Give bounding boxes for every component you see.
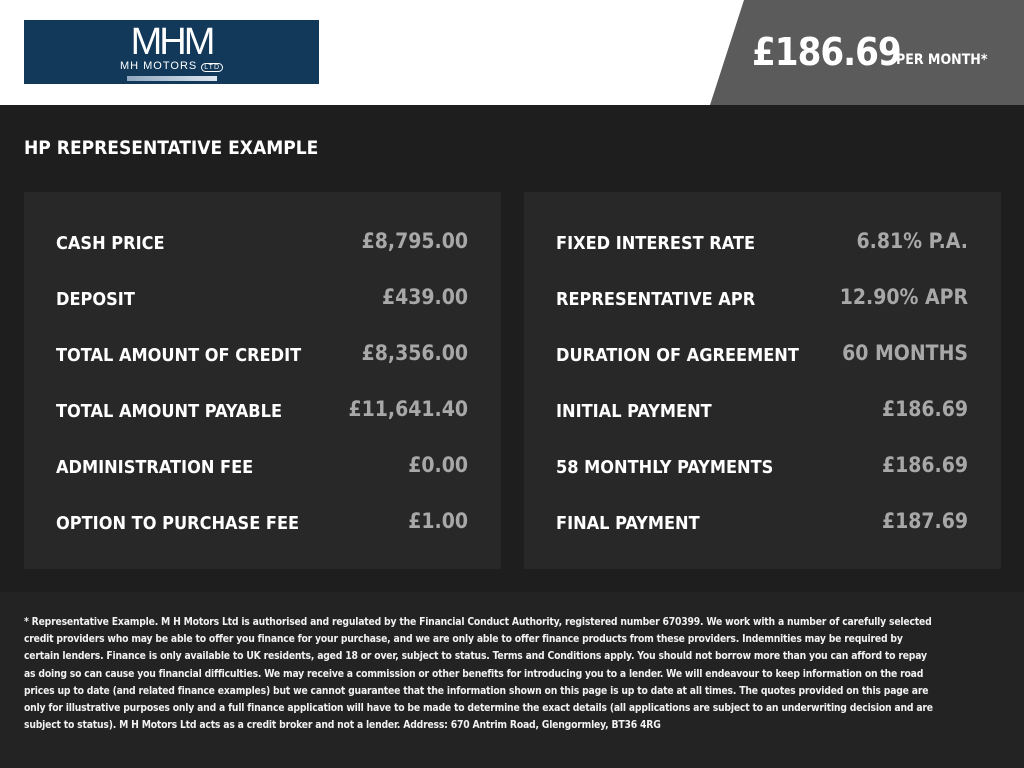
row-value: £439.00 (381, 285, 468, 309)
finance-row: ADMINISTRATION FEE £0.00 (56, 453, 468, 483)
finance-row: TOTAL AMOUNT OF CREDIT £8,356.00 (56, 341, 468, 371)
finance-row: DURATION OF AGREEMENT 60 MONTHS (556, 341, 968, 371)
logo-tagline-bar (126, 76, 217, 81)
disclaimer-text: * Representative Example. M H Motors Ltd… (24, 616, 933, 732)
row-label: INITIAL PAYMENT (556, 401, 712, 422)
finance-row: INITIAL PAYMENT £186.69 (556, 397, 968, 427)
finance-card-right: FIXED INTEREST RATE 6.81% P.A. REPRESENTA… (524, 192, 1001, 569)
finance-row: OPTION TO PURCHASE FEE £1.00 (56, 509, 468, 539)
row-value: £186.69 (881, 453, 968, 477)
row-label: OPTION TO PURCHASE FEE (56, 513, 300, 534)
row-value: £0.00 (408, 453, 468, 477)
finance-row: 58 MONTHLY PAYMENTS £186.69 (556, 453, 968, 483)
finance-card-left: CASH PRICE £8,795.00 DEPOSIT £439.00 TOTAL… (24, 192, 501, 569)
row-label: CASH PRICE (56, 233, 165, 254)
finance-row: TOTAL AMOUNT PAYABLE £11,641.40 (56, 397, 468, 427)
row-label: FIXED INTEREST RATE (556, 233, 756, 254)
row-value: £8,795.00 (361, 229, 468, 253)
per-month-label: PER MONTH* (896, 52, 988, 68)
row-label: ADMINISTRATION FEE (56, 457, 254, 478)
row-label: FINAL PAYMENT (556, 513, 700, 534)
finance-row: CASH PRICE £8,795.00 (56, 229, 468, 259)
row-value: £1.00 (408, 509, 468, 533)
row-value: 12.90% APR (839, 285, 968, 309)
finance-row: REPRESENTATIVE APR 12.90% APR (556, 285, 968, 315)
row-label: TOTAL AMOUNT OF CREDIT (56, 345, 302, 366)
logo-mark: MHM (130, 21, 216, 63)
finance-row: FINAL PAYMENT £187.69 (556, 509, 968, 539)
row-value: £11,641.40 (348, 397, 468, 421)
monthly-price: £186.69 (752, 30, 902, 74)
row-label: 58 MONTHLY PAYMENTS (556, 457, 774, 478)
row-value: £8,356.00 (361, 341, 468, 365)
finance-row: DEPOSIT £439.00 (56, 285, 468, 315)
section-title: HP REPRESENTATIVE EXAMPLE (24, 137, 319, 159)
row-label: REPRESENTATIVE APR (556, 289, 756, 310)
row-value: £186.69 (881, 397, 968, 421)
row-value: 60 MONTHS (842, 341, 968, 365)
row-value: £187.69 (881, 509, 968, 533)
mh-motors-logo: MHM MH MOTORS LTD (24, 20, 319, 84)
footer: * Representative Example. M H Motors Ltd… (0, 592, 1024, 768)
row-label: DURATION OF AGREEMENT (556, 345, 799, 366)
row-value: 6.81% P.A. (856, 229, 968, 253)
logo-text: MH MOTORS LTD (24, 60, 319, 74)
row-label: DEPOSIT (56, 289, 135, 310)
price-box (710, 0, 1024, 105)
finance-row: FIXED INTEREST RATE 6.81% P.A. (556, 229, 968, 259)
row-label: TOTAL AMOUNT PAYABLE (56, 401, 283, 422)
